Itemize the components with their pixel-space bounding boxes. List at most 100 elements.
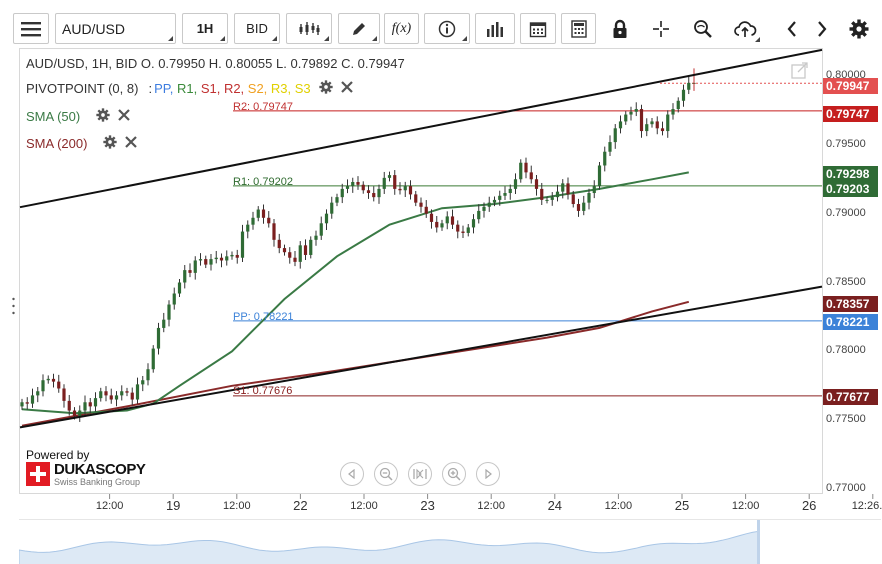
reset-zoom-button[interactable] — [408, 462, 432, 486]
zoom-button[interactable] — [690, 13, 716, 44]
pivot-level-r1: R1, — [176, 81, 201, 96]
sma50-price-label: 0.79298 — [823, 166, 878, 182]
candle-down — [576, 204, 581, 211]
candle-down — [303, 245, 308, 255]
scroll-right-button[interactable] — [810, 13, 834, 44]
candle-up — [492, 199, 497, 203]
candle-up — [20, 402, 24, 407]
candle-up — [120, 391, 124, 396]
zoom-in-button[interactable] — [442, 462, 466, 486]
candle-down — [372, 193, 376, 198]
chevron-down-icon — [272, 36, 277, 41]
candle-up — [83, 402, 87, 411]
zoom-out-icon — [379, 467, 393, 481]
calculator-button[interactable] — [561, 13, 596, 44]
close-icon — [125, 136, 138, 148]
candle-up — [482, 206, 486, 211]
x-day-label: 22 — [293, 498, 308, 513]
candle-up — [225, 256, 229, 261]
candle-up — [41, 380, 45, 392]
pivot-indicator-name: PIVOTPOINT (0, 8) — [26, 81, 139, 96]
upper-channel-trendline — [19, 48, 823, 209]
draw-button[interactable] — [338, 13, 380, 44]
side-select[interactable]: BID — [234, 13, 280, 44]
pp-price-label: 0.78221 — [823, 314, 878, 330]
calendar-button[interactable] — [520, 13, 556, 44]
candle-down — [361, 184, 365, 191]
candle-down — [293, 257, 297, 262]
pivot-level-r2: R2, — [223, 81, 248, 96]
symbol-select[interactable]: AUD/USD — [55, 13, 176, 44]
lock-button[interactable] — [607, 13, 633, 44]
settings-button[interactable] — [846, 13, 872, 44]
candle-down — [524, 162, 528, 173]
candle-down — [540, 188, 544, 200]
candle-down — [571, 194, 575, 205]
sma200-remove-button[interactable] — [125, 136, 138, 151]
draw-pen-icon — [353, 22, 365, 35]
y-tick-label: 0.77500 — [826, 413, 866, 426]
candle-up — [167, 304, 171, 320]
pan-left-button[interactable] — [340, 462, 364, 486]
candle-up — [177, 282, 182, 294]
candle-down — [188, 270, 192, 273]
pivot-settings-button[interactable] — [319, 80, 333, 97]
chart-type-button[interactable] — [286, 13, 332, 44]
interval-select[interactable]: 1H — [182, 13, 228, 44]
pivot-level-pp: PP, — [154, 81, 177, 96]
candle-up — [687, 82, 691, 90]
candle-down — [660, 128, 665, 132]
zoom-out-button[interactable] — [374, 462, 398, 486]
sma50-settings-button[interactable] — [96, 108, 110, 125]
scroll-left-button[interactable] — [780, 13, 804, 44]
time-navigator[interactable] — [19, 519, 881, 564]
candle-up — [335, 197, 339, 203]
x-time-label: 12:00 — [95, 500, 124, 512]
candle-down — [398, 188, 402, 191]
pan-right-button[interactable] — [476, 462, 500, 486]
panel-resize-handle[interactable] — [12, 296, 15, 316]
pivot-indicator-legend: PIVOTPOINT (0, 8) : PP, R1, S1, R2, S2, … — [26, 80, 353, 97]
candle-down — [57, 381, 61, 389]
x-time-label: 12:00 — [350, 500, 378, 512]
candle-down — [356, 182, 360, 185]
navigator-handle[interactable] — [757, 520, 760, 564]
candle-up — [78, 410, 82, 417]
candle-up — [114, 395, 119, 400]
crosshair-button[interactable] — [646, 13, 676, 44]
maximize-button[interactable] — [790, 60, 810, 80]
candle-up — [666, 114, 670, 132]
volume-button[interactable] — [475, 13, 515, 44]
candle-down — [288, 252, 292, 258]
sma50-remove-button[interactable] — [118, 109, 130, 124]
function-button[interactable]: f(x) — [384, 13, 419, 44]
candle-down — [282, 248, 287, 253]
candle-up — [382, 177, 386, 189]
export-button[interactable] — [728, 13, 762, 44]
sma200-settings-button[interactable] — [103, 135, 118, 152]
candle-up — [256, 209, 260, 218]
ohlc-legend: AUD/USD, 1H, BID O. 0.79950 H. 0.80055 L… — [26, 56, 405, 71]
r1-price-label: 0.79203 — [823, 181, 878, 197]
chevron-down-icon — [324, 36, 329, 41]
info-button[interactable] — [424, 13, 470, 44]
y-tick-label: 0.79000 — [826, 206, 866, 219]
s1-level-label: S1: 0.77676 — [233, 385, 293, 397]
candle-up — [156, 327, 161, 349]
candle-down — [435, 221, 439, 228]
candle-down — [414, 194, 418, 203]
pivot-remove-button[interactable] — [340, 81, 353, 96]
candle-up — [671, 109, 675, 115]
y-tick-label: 0.79500 — [826, 137, 866, 150]
y-tick-label: 0.78000 — [826, 344, 866, 357]
candle-up — [587, 193, 591, 203]
dukascopy-logo[interactable]: DUKASCOPY Swiss Banking Group — [26, 462, 146, 488]
candle-up — [550, 197, 554, 200]
sma50-label: SMA (50) — [26, 109, 81, 124]
chart-area[interactable] — [19, 48, 823, 494]
candle-up — [309, 239, 313, 255]
menu-button[interactable] — [13, 13, 49, 44]
candle-up — [650, 121, 654, 125]
lock-icon — [613, 19, 627, 38]
